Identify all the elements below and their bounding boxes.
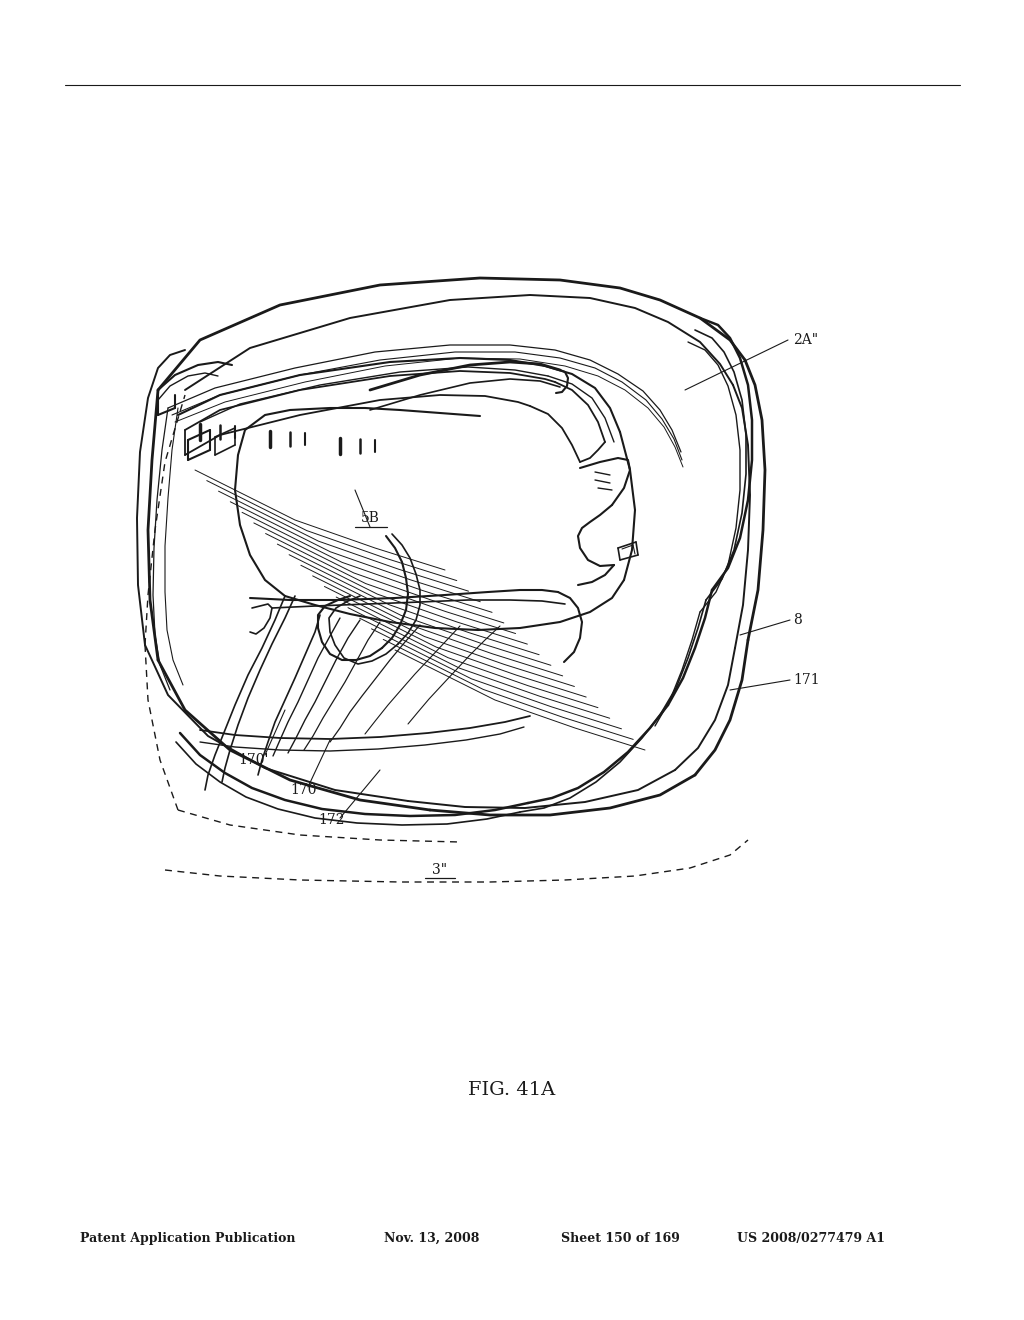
Text: 170': 170' <box>238 752 268 767</box>
Text: 2A": 2A" <box>793 333 818 347</box>
Text: US 2008/0277479 A1: US 2008/0277479 A1 <box>737 1232 886 1245</box>
Text: FIG. 41A: FIG. 41A <box>468 1081 556 1100</box>
Text: 3": 3" <box>432 863 447 876</box>
Text: 5B: 5B <box>360 511 380 525</box>
Text: 8: 8 <box>793 612 802 627</box>
Text: Patent Application Publication: Patent Application Publication <box>80 1232 295 1245</box>
Text: 172: 172 <box>318 813 344 828</box>
Text: 170: 170 <box>290 783 316 797</box>
Text: Sheet 150 of 169: Sheet 150 of 169 <box>561 1232 680 1245</box>
Text: 171: 171 <box>793 673 819 686</box>
Text: Nov. 13, 2008: Nov. 13, 2008 <box>384 1232 479 1245</box>
